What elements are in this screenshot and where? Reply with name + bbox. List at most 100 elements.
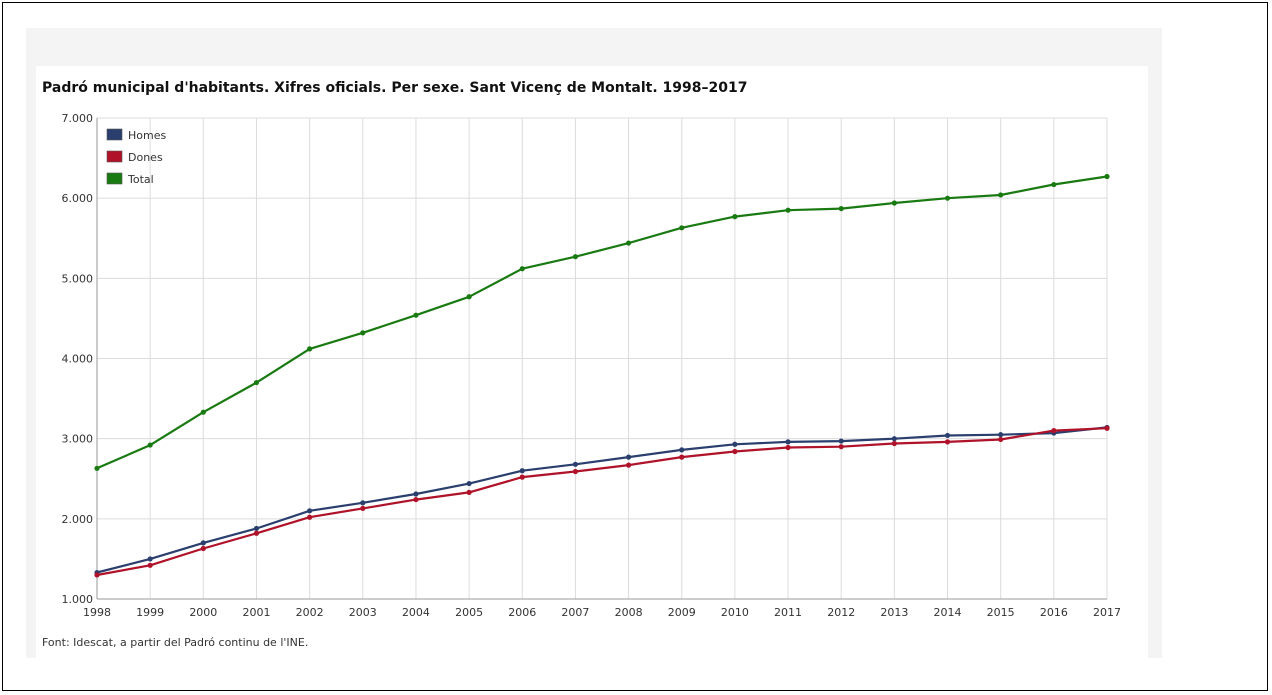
data-point-homes	[519, 468, 525, 474]
data-point-total	[147, 442, 153, 448]
data-point-homes	[838, 438, 844, 444]
data-point-total	[625, 240, 632, 246]
data-point-dones	[838, 444, 844, 450]
data-point-dones	[307, 514, 313, 520]
data-point-total	[572, 254, 579, 260]
data-point-total	[679, 225, 685, 231]
x-tick-label: 2006	[508, 606, 536, 619]
data-point-dones	[998, 436, 1004, 443]
y-tick-label: 1.000	[62, 593, 94, 606]
data-point-dones	[200, 545, 206, 552]
legend-label-homes: Homes	[128, 129, 166, 142]
x-tick-label: 2001	[242, 606, 270, 619]
data-point-dones	[360, 505, 366, 512]
x-tick-label: 2013	[880, 606, 908, 619]
data-point-total	[1104, 173, 1110, 180]
x-tick-label: 2010	[721, 606, 749, 619]
data-point-total	[413, 312, 419, 318]
series-line-total	[96, 175, 1108, 470]
data-point-total	[838, 205, 844, 212]
data-point-total	[466, 294, 472, 300]
x-tick-label: 2007	[561, 606, 589, 619]
series-line-dones	[96, 427, 1108, 577]
data-point-total	[785, 207, 791, 213]
y-tick-label: 7.000	[62, 112, 94, 125]
x-tick-label: 1998	[83, 606, 111, 619]
data-point-homes	[253, 525, 260, 532]
series-line-homes	[96, 426, 1108, 574]
data-point-total	[998, 192, 1004, 198]
data-point-total	[307, 346, 313, 352]
data-point-homes	[944, 432, 951, 439]
data-point-dones	[413, 496, 419, 503]
data-point-dones	[253, 530, 260, 536]
legend-swatch-dones	[106, 150, 123, 163]
data-point-dones	[625, 462, 632, 468]
chart-source-note: Font: Idescat, a partir del Padró contin…	[42, 636, 309, 649]
data-point-total	[519, 266, 525, 272]
data-point-total	[891, 200, 897, 206]
chart-title: Padró municipal d'habitants. Xifres ofic…	[42, 80, 748, 96]
x-tick-label: 2015	[987, 606, 1015, 619]
legend-swatch-total	[106, 172, 123, 185]
x-tick-label: 2017	[1093, 606, 1121, 619]
data-point-total	[200, 409, 206, 415]
data-point-dones	[785, 444, 791, 451]
data-point-dones	[1051, 428, 1057, 434]
data-point-homes	[679, 447, 685, 453]
data-point-homes	[307, 508, 313, 514]
x-tick-label: 2008	[615, 606, 643, 619]
x-tick-label: 2000	[189, 606, 217, 619]
data-point-total	[1051, 181, 1057, 188]
x-tick-label: 1999	[136, 606, 164, 619]
data-point-homes	[413, 491, 419, 497]
data-point-homes	[732, 441, 738, 447]
data-point-dones	[891, 440, 897, 447]
data-point-dones	[732, 448, 738, 455]
data-point-dones	[572, 468, 579, 475]
x-tick-label: 2014	[934, 606, 962, 619]
data-point-dones	[944, 439, 951, 445]
data-point-dones	[519, 474, 525, 480]
data-point-total	[360, 330, 366, 336]
data-point-dones	[466, 489, 472, 495]
x-tick-label: 2009	[668, 606, 696, 619]
data-point-homes	[200, 540, 206, 546]
data-point-homes	[625, 454, 632, 460]
x-tick-label: 2016	[1040, 606, 1068, 619]
y-tick-label: 2.000	[62, 513, 94, 526]
data-point-homes	[785, 439, 791, 445]
data-point-homes	[891, 436, 897, 442]
x-tick-label: 2004	[402, 606, 430, 619]
legend: Homes Dones Total	[106, 128, 166, 186]
x-tick-label: 2003	[349, 606, 377, 619]
data-point-dones	[147, 562, 153, 568]
x-tick-label: 2002	[296, 606, 324, 619]
x-tick-label: 2012	[827, 606, 855, 619]
data-point-total	[94, 465, 100, 471]
y-tick-label: 4.000	[62, 353, 94, 366]
data-point-homes	[998, 432, 1004, 438]
chart-card	[36, 66, 1148, 658]
y-tick-label: 6.000	[62, 192, 94, 205]
x-tick-label: 2005	[455, 606, 483, 619]
data-point-total	[732, 214, 738, 220]
data-point-dones	[1104, 425, 1110, 431]
data-point-homes	[572, 461, 579, 467]
data-point-dones	[94, 572, 100, 578]
y-tick-label: 3.000	[62, 433, 94, 446]
data-point-homes	[360, 500, 366, 506]
axes: 1.000 2.000 3.000 4.000 5.000 6.000 7.000 1998 1…	[62, 112, 1122, 619]
legend-label-dones: Dones	[128, 151, 163, 164]
data-point-total	[253, 379, 260, 386]
legend-label-total: Total	[127, 173, 154, 186]
data-point-dones	[679, 454, 685, 460]
y-tick-label: 5.000	[62, 272, 94, 285]
legend-swatch-homes	[106, 128, 123, 141]
grid	[96, 117, 1108, 600]
x-tick-label: 2011	[774, 606, 802, 619]
data-point-homes	[147, 556, 153, 562]
series-lines	[94, 173, 1110, 578]
data-point-total	[944, 195, 951, 201]
